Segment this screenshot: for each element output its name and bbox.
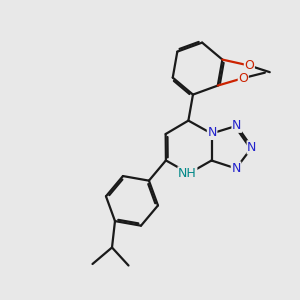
Text: O: O xyxy=(238,72,248,85)
Text: N: N xyxy=(232,119,242,132)
Text: NH: NH xyxy=(178,167,197,180)
Text: N: N xyxy=(247,141,256,154)
Text: N: N xyxy=(207,126,217,140)
Text: O: O xyxy=(244,59,254,72)
Text: N: N xyxy=(231,162,241,175)
